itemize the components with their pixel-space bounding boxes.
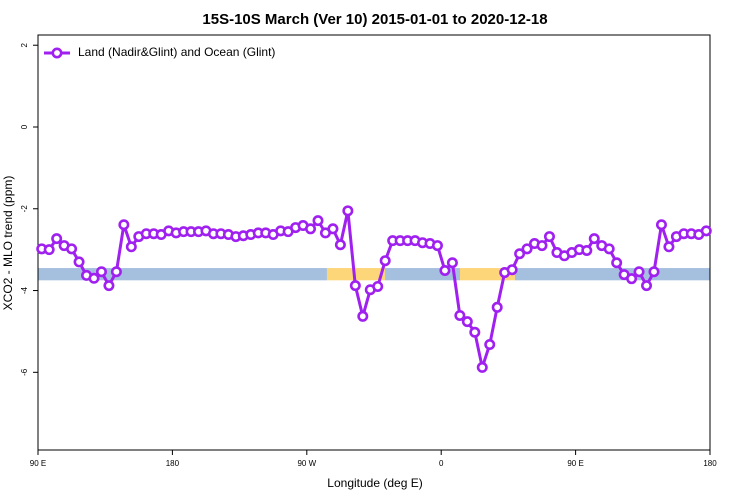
point (312, 215, 324, 227)
point (349, 280, 361, 292)
point (95, 266, 107, 278)
point (603, 243, 615, 255)
point (648, 266, 660, 278)
point (655, 219, 667, 231)
y-tick-label: -4 (20, 286, 29, 294)
point (581, 244, 593, 256)
point (66, 243, 78, 255)
point (484, 339, 496, 351)
x-tick-label: 180 (703, 459, 717, 468)
y-axis-label: XCO2 - MLO trend (ppm) (1, 176, 15, 311)
point (611, 257, 623, 269)
x-tick-label: 0 (439, 459, 444, 468)
point (439, 265, 451, 277)
point (342, 205, 354, 217)
point (73, 256, 85, 268)
point (51, 233, 63, 245)
y-tick-label: -2 (20, 205, 29, 213)
point (476, 361, 488, 373)
point (491, 301, 503, 313)
point (514, 248, 526, 260)
y-tick-label: 0 (20, 124, 29, 129)
point (43, 244, 55, 256)
point (379, 255, 391, 267)
point (357, 310, 369, 322)
point (633, 266, 645, 278)
point (305, 223, 317, 235)
y-tick-label: 2 (20, 42, 29, 47)
y-tick-label: -6 (20, 368, 29, 376)
point (663, 241, 675, 253)
point (521, 243, 533, 255)
point (588, 233, 600, 245)
point (103, 280, 115, 292)
point (327, 223, 339, 235)
point (506, 264, 518, 276)
x-axis-label: Longitude (deg E) (327, 476, 422, 490)
point (372, 280, 384, 292)
point (626, 273, 638, 285)
point (118, 219, 130, 231)
point (536, 240, 548, 252)
x-tick-label: 180 (166, 459, 180, 468)
x-tick-label: 90 E (30, 459, 46, 468)
point (88, 272, 100, 284)
point (431, 240, 443, 252)
point (461, 316, 473, 328)
surface-band (326, 268, 386, 281)
point (641, 280, 653, 292)
point (125, 241, 137, 253)
legend-label: Land (Nadir&Glint) and Ocean (Glint) (78, 45, 275, 59)
point (469, 326, 481, 338)
surface-band (514, 268, 710, 281)
legend-marker (51, 47, 63, 59)
point (700, 225, 712, 237)
point (454, 309, 466, 321)
point (110, 266, 122, 278)
plot-frame (37, 34, 711, 451)
chart-title: 15S-10S March (Ver 10) 2015-01-01 to 202… (202, 11, 547, 28)
x-tick-label: 90 W (297, 459, 316, 468)
point (446, 257, 458, 269)
x-tick-label: 90 E (567, 459, 583, 468)
point (543, 231, 555, 243)
point (334, 239, 346, 251)
surface-band (38, 268, 327, 281)
